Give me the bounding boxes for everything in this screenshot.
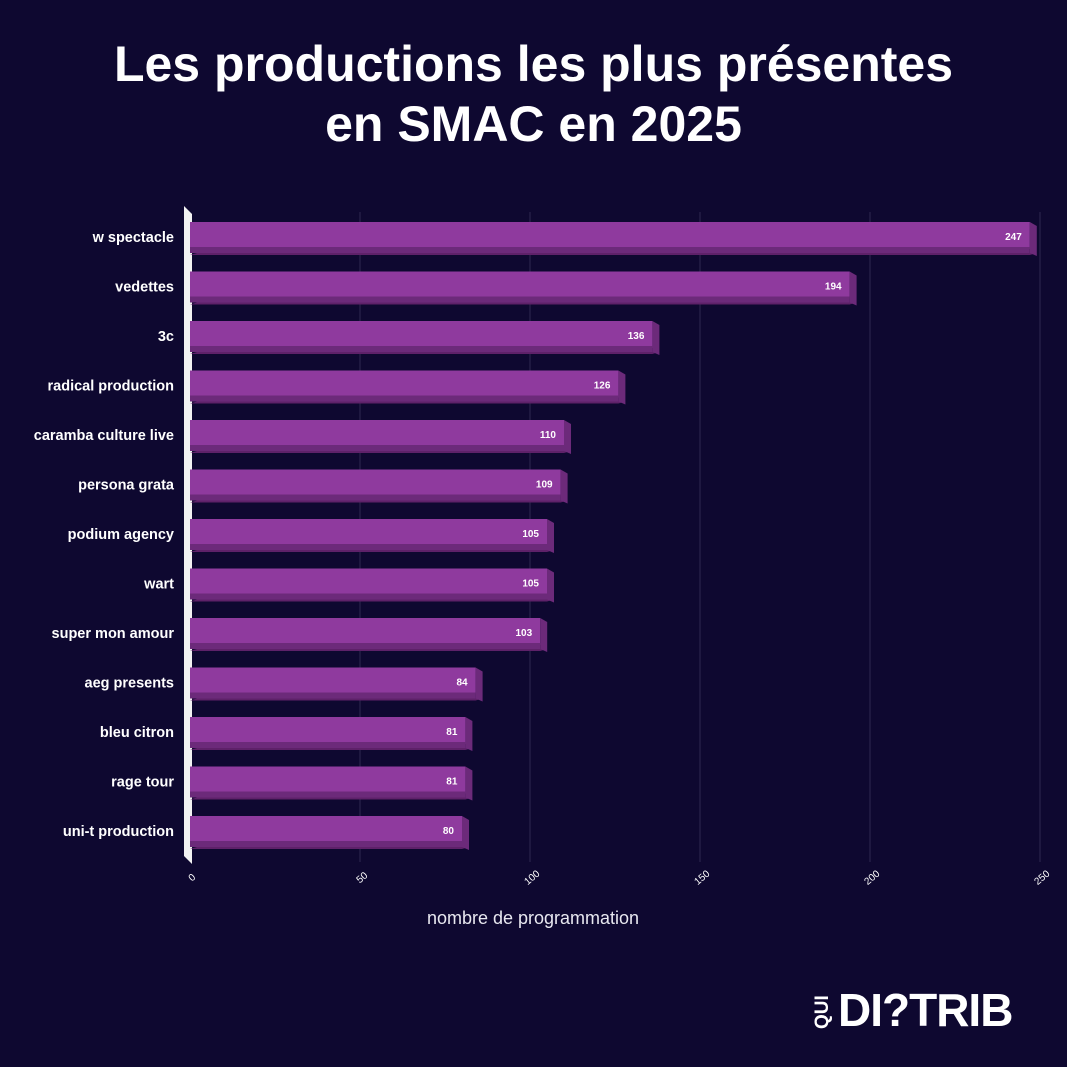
bar-11 [190,766,466,794]
category-label-11: rage tour [111,775,174,791]
x-tick-label-250: 250 [1032,868,1052,887]
bar-end-face-7 [547,568,554,603]
x-tick-label-0: 0 [187,872,199,884]
bar-bottom-face-8 [190,649,548,651]
bar-lower-band-5 [190,494,561,501]
bar-value-label-6: 105 [522,529,539,540]
bar-bottom-face-9 [190,698,483,701]
x-tick-label-200: 200 [862,868,882,887]
chart-title: Les productions les plus présentes en SM… [0,34,1067,154]
category-label-9: aeg presents [85,676,174,692]
bar-value-label-12: 80 [443,826,455,837]
bar-lower-band-1 [190,296,850,303]
bar-12 [190,816,462,843]
bar-end-face-12 [462,816,469,850]
bar-value-label-3: 126 [594,381,611,392]
bar-value-label-5: 109 [536,480,553,491]
bar-1 [190,271,850,299]
bar-end-face-0 [1029,222,1037,256]
bar-6 [190,519,547,546]
bar-bottom-face-1 [190,302,857,305]
bar-lower-band-0 [190,247,1030,253]
bar-bottom-face-12 [190,847,469,849]
bar-value-label-4: 110 [540,430,557,441]
bar-lower-band-10 [190,742,466,748]
bar-bottom-face-11 [190,797,473,800]
bar-value-label-10: 81 [446,727,458,738]
x-tick-label-150: 150 [692,868,712,887]
bar-lower-band-6 [190,544,547,550]
category-label-3: radical production [48,379,175,395]
bar-value-label-8: 103 [516,628,533,639]
category-label-4: caramba culture live [34,428,174,444]
category-label-1: vedettes [115,280,174,296]
bar-10 [190,717,466,744]
bar-9 [190,667,476,695]
bar-end-face-4 [564,420,571,454]
bar-bottom-face-10 [190,748,473,750]
bar-end-face-3 [618,370,626,405]
bar-bottom-face-3 [190,401,626,404]
category-label-8: super mon amour [52,626,175,642]
bar-end-face-8 [540,618,548,652]
bar-lower-band-2 [190,346,653,352]
bar-bottom-face-7 [190,599,554,602]
bar-bottom-face-2 [190,352,660,354]
category-label-0: w spectacle [92,230,174,246]
bar-8 [190,618,541,645]
bar-lower-band-9 [190,692,476,699]
bar-end-face-6 [547,519,554,553]
x-tick-label-100: 100 [522,868,542,887]
bar-lower-band-3 [190,395,619,402]
category-label-7: wart [143,577,174,593]
bar-bottom-face-6 [190,550,554,552]
bar-0 [190,222,1030,249]
bar-2 [190,321,653,348]
bar-5 [190,469,561,497]
bar-end-face-11 [465,766,473,801]
bar-lower-band-12 [190,841,462,847]
bar-value-label-7: 105 [522,579,539,590]
bar-bottom-face-5 [190,500,568,503]
logo-small-text: QUI [812,995,833,1029]
quidistrib-logo: QUI DI?TRIB [810,985,1030,1035]
bar-end-face-2 [652,321,660,355]
category-label-5: persona grata [78,478,175,494]
bar-end-face-9 [475,667,483,702]
category-label-6: podium agency [68,527,174,543]
x-axis-label: nombre de programmation [427,908,639,928]
bar-lower-band-11 [190,791,466,798]
bar-lower-band-8 [190,643,541,649]
x-tick-label-50: 50 [355,870,371,886]
bar-value-label-2: 136 [628,331,645,342]
bar-bottom-face-0 [190,253,1037,255]
bar-4 [190,420,564,447]
category-label-12: uni-t production [63,824,174,840]
bar-value-label-1: 194 [825,282,842,293]
chart-title-line-2: en SMAC en 2025 [325,96,742,152]
bar-lower-band-4 [190,445,564,451]
category-label-10: bleu citron [100,725,174,741]
bar-value-label-9: 84 [456,678,468,689]
bar-bottom-face-4 [190,451,571,453]
bar-value-label-0: 247 [1005,232,1022,243]
bar-3 [190,370,619,398]
bar-7 [190,568,547,596]
logo-small-text-wrap: QUI [810,989,834,1029]
bar-end-face-10 [465,717,473,751]
bar-end-face-5 [560,469,568,504]
bar-end-face-1 [849,271,857,306]
logo-main-text: DI?TRIB [838,984,1013,1036]
category-label-2: 3c [158,329,174,345]
bar-value-label-11: 81 [446,777,458,788]
bar-lower-band-7 [190,593,547,600]
chart-title-line-1: Les productions les plus présentes [113,36,954,92]
